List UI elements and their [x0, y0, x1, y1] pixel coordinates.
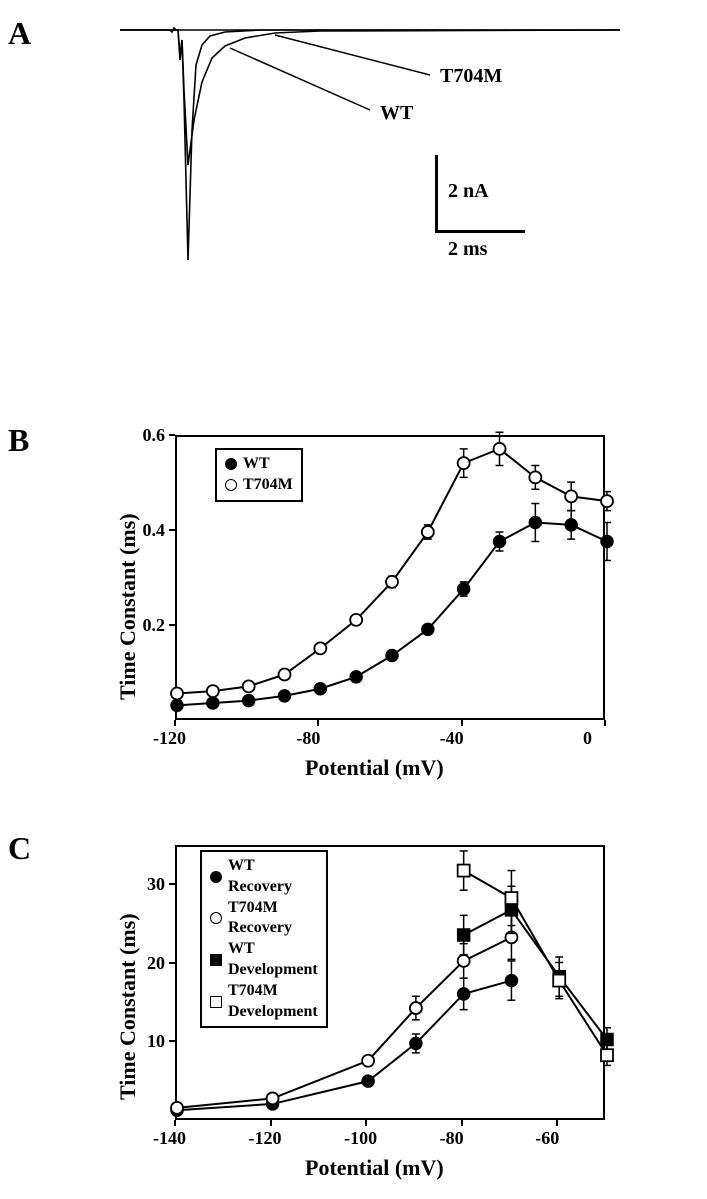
open-circle-icon [210, 912, 222, 924]
panel-a-label-wt: WT [380, 102, 413, 125]
legend-item: T704M Development [210, 981, 318, 1023]
scale-bar-y [435, 155, 438, 230]
panel-b-legend: WT T704M [215, 448, 303, 502]
panel-c-legend: WT Recovery T704M Recovery WT Developmen… [200, 850, 328, 1028]
panel-a-traces [110, 10, 630, 320]
panel-label-b: B [8, 422, 29, 459]
legend-item: WT Development [210, 939, 318, 981]
panel-a-label-t704m: T704M [440, 65, 502, 88]
filled-circle-icon [210, 871, 222, 883]
scale-bar-x [435, 230, 525, 233]
scale-label-x: 2 ms [448, 238, 487, 261]
legend-label: WT Recovery [228, 856, 318, 898]
panel-a-container: T704M WT 2 nA 2 ms [110, 10, 630, 320]
legend-item: T704M Recovery [210, 898, 318, 940]
legend-label: T704M [243, 475, 293, 496]
open-circle-icon [225, 479, 237, 491]
panel-c-ylabel: Time Constant (ms) [115, 913, 141, 1100]
filled-square-icon [210, 954, 222, 966]
legend-label: WT [243, 454, 270, 475]
legend-item-t704m: T704M [225, 475, 293, 496]
legend-item-wt: WT [225, 454, 293, 475]
panel-b-ylabel: Time Constant (ms) [115, 513, 141, 700]
legend-label: T704M Development [228, 981, 318, 1023]
scale-label-y: 2 nA [448, 180, 489, 203]
panel-b-xlabel: Potential (mV) [305, 755, 444, 781]
panel-c-xlabel: Potential (mV) [305, 1155, 444, 1181]
legend-label: T704M Recovery [228, 898, 318, 940]
panel-label-a: A [8, 15, 31, 52]
filled-circle-icon [225, 458, 237, 470]
legend-label: WT Development [228, 939, 318, 981]
legend-item: WT Recovery [210, 856, 318, 898]
open-square-icon [210, 996, 222, 1008]
panel-label-c: C [8, 830, 31, 867]
